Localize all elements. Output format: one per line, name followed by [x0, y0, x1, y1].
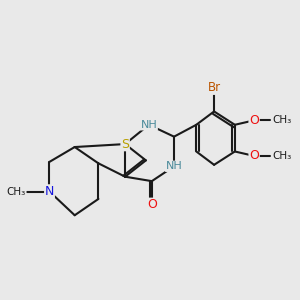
Text: O: O [147, 198, 157, 212]
Text: NH: NH [140, 120, 157, 130]
Text: O: O [249, 114, 259, 127]
Text: S: S [121, 138, 129, 151]
Text: CH₃: CH₃ [7, 187, 26, 196]
Text: Br: Br [208, 81, 221, 94]
Text: CH₃: CH₃ [272, 151, 291, 161]
Text: CH₃: CH₃ [272, 115, 291, 125]
Text: NH: NH [166, 161, 182, 171]
Text: O: O [249, 149, 259, 162]
Text: N: N [45, 185, 54, 198]
